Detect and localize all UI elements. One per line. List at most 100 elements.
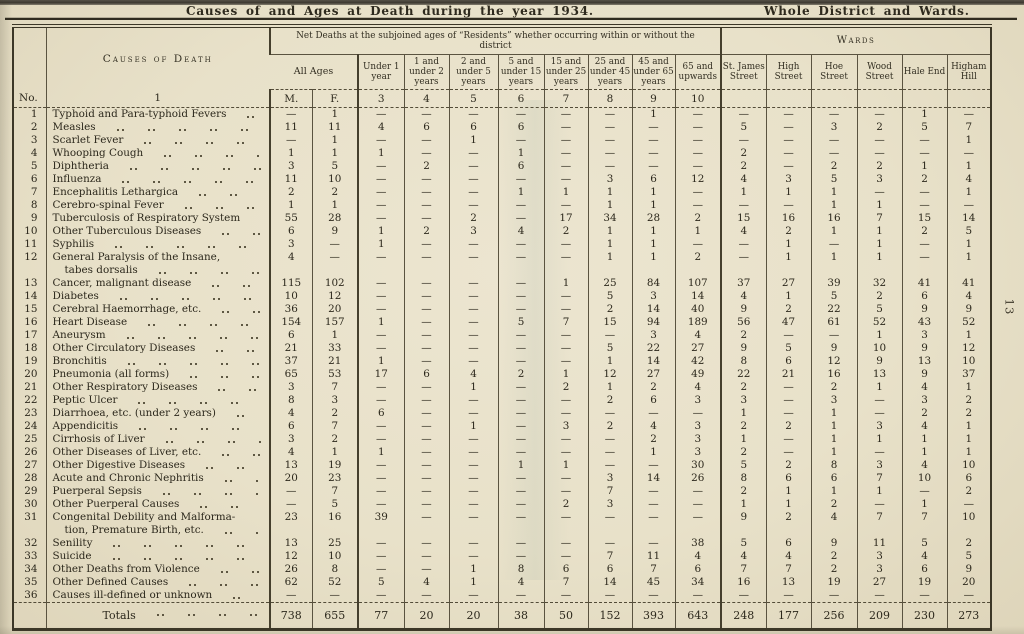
cause-of-death: Typhoid and Para-typhoid Fevers <box>45 107 270 121</box>
value-cell: 25 <box>587 277 632 290</box>
totals-row: Totals 738 655 77 20 20 38 50 152 393 64… <box>13 602 992 630</box>
value-cell: 16 <box>810 212 858 225</box>
value-cell: — <box>357 394 404 407</box>
value-cell: — <box>587 589 632 603</box>
value-cell: — <box>403 186 449 199</box>
value-cell: 1 <box>587 238 632 251</box>
value-cell: — <box>448 186 498 199</box>
value-cell: 28 <box>311 212 358 225</box>
cause-of-death: Senility <box>45 537 270 550</box>
cause-of-death: Appendicitis <box>45 420 270 433</box>
row-number: 33 <box>24 550 38 562</box>
dot-leader <box>212 532 261 534</box>
table-row: 35 Other Defined Causes 62 52 5 4 1 4 7 14 45 34 16 1… <box>13 576 992 589</box>
column-number: 5 <box>448 89 498 108</box>
header-number-row: No. 1 M. F. 3 4 5 6 7 8 9 10 <box>13 89 992 108</box>
value-cell: 16 <box>765 212 812 225</box>
value-cell: — <box>765 394 812 407</box>
value-cell: 3 <box>674 446 722 459</box>
cause-label: Other Respiratory Diseases <box>52 381 198 393</box>
value-cell: — <box>448 485 498 498</box>
value-cell: 1 <box>856 381 903 394</box>
value-cell: 23 <box>269 511 312 537</box>
value-cell: — <box>543 394 588 407</box>
value-cell: — <box>357 537 404 550</box>
cause-of-death: Cirrhosis of Liver <box>45 433 270 446</box>
value-cell: 1 <box>357 446 404 459</box>
cause-label: Other Tuberculous Diseases <box>52 225 202 237</box>
row-number: 1 <box>30 108 38 120</box>
value-cell: — <box>497 134 544 147</box>
value-cell: 1 <box>810 420 858 433</box>
value-cell: 1 <box>357 225 404 238</box>
value-cell: — <box>269 589 312 603</box>
ward-number-blank <box>720 89 767 108</box>
value-cell: 16 <box>810 368 858 381</box>
value-cell: 5 <box>357 576 404 589</box>
value-cell: 1 <box>720 498 767 511</box>
table-row: 8 Cerebro-spinal Fever 1 1— — — — —1 1— — —1 1— — <box>13 199 992 212</box>
value-cell: — <box>403 212 449 225</box>
value-cell: 2 <box>587 420 632 433</box>
cause-label: Cancer, malignant disease <box>52 277 192 289</box>
value-cell: 8 <box>311 563 358 576</box>
value-cell: — <box>674 107 722 121</box>
value-cell: — <box>403 329 449 342</box>
cause-of-death: Puerperal Sepsis <box>45 485 270 498</box>
value-cell: 1 <box>946 381 992 394</box>
value-cell: 4 <box>497 576 544 589</box>
cause-label: Cerebral Haemorrhage, etc. <box>52 303 202 315</box>
value-cell: 6 <box>357 407 404 420</box>
all-ages-header: All Ages <box>270 54 358 90</box>
column-number: 10 <box>674 89 722 108</box>
value-cell: 16 <box>311 511 358 537</box>
value-cell: — <box>497 212 544 225</box>
table-row: 21 Other Respiratory Diseases 3 7— —1—2 1 2 4 2—… <box>13 381 992 394</box>
value-cell: — <box>543 173 588 186</box>
value-cell: — <box>720 107 767 121</box>
value-cell: 2 <box>720 446 767 459</box>
value-cell: 1 <box>946 433 992 446</box>
value-cell: 13 <box>765 576 812 589</box>
dot-leader <box>210 454 261 456</box>
value-cell: 38 <box>674 537 722 550</box>
value-cell: — <box>448 589 498 603</box>
value-cell: 42 <box>674 355 722 368</box>
value-cell: 5 <box>901 537 948 550</box>
value-cell: — <box>765 381 812 394</box>
value-cell: — <box>497 277 544 290</box>
value-cell: 4 <box>674 329 722 342</box>
cause-label: Puerperal Sepsis <box>52 485 142 497</box>
dot-leader <box>210 311 261 313</box>
value-cell: 5 <box>765 342 812 355</box>
value-cell: 5 <box>497 316 544 329</box>
row-number: 14 <box>24 290 38 302</box>
value-cell: 1 <box>765 290 812 303</box>
value-cell: — <box>357 433 404 446</box>
dot-leader <box>172 207 261 209</box>
cause-label: Measles <box>52 121 96 133</box>
value-cell: 6 <box>543 563 588 576</box>
value-cell: 26 <box>674 472 722 485</box>
value-cell: 4 <box>901 420 948 433</box>
cause-label: Aneurysm <box>52 329 106 341</box>
value-cell: 3 <box>720 394 767 407</box>
value-cell: 4 <box>269 446 312 459</box>
value-cell: 22 <box>631 342 675 355</box>
cause-label: Other Deaths from Violence <box>52 563 200 575</box>
value-cell: 1 <box>448 563 498 576</box>
value-cell: 3 <box>587 498 632 511</box>
cause-label: Cerebro-spinal Fever <box>52 199 164 211</box>
value-cell: 1 <box>810 407 858 420</box>
value-cell: 2 <box>765 459 812 472</box>
cause-of-death: Diphtheria <box>45 160 270 173</box>
row-number: 17 <box>24 329 38 341</box>
value-cell: — <box>403 407 449 420</box>
value-cell: — <box>357 420 404 433</box>
value-cell: 9 <box>720 511 767 537</box>
cause-label: Congenital Debility and Malforma- <box>52 511 236 523</box>
value-cell: 26 <box>269 563 312 576</box>
dot-leader <box>187 194 261 196</box>
value-cell: 94 <box>631 316 675 329</box>
value-cell: 7 <box>720 563 767 576</box>
